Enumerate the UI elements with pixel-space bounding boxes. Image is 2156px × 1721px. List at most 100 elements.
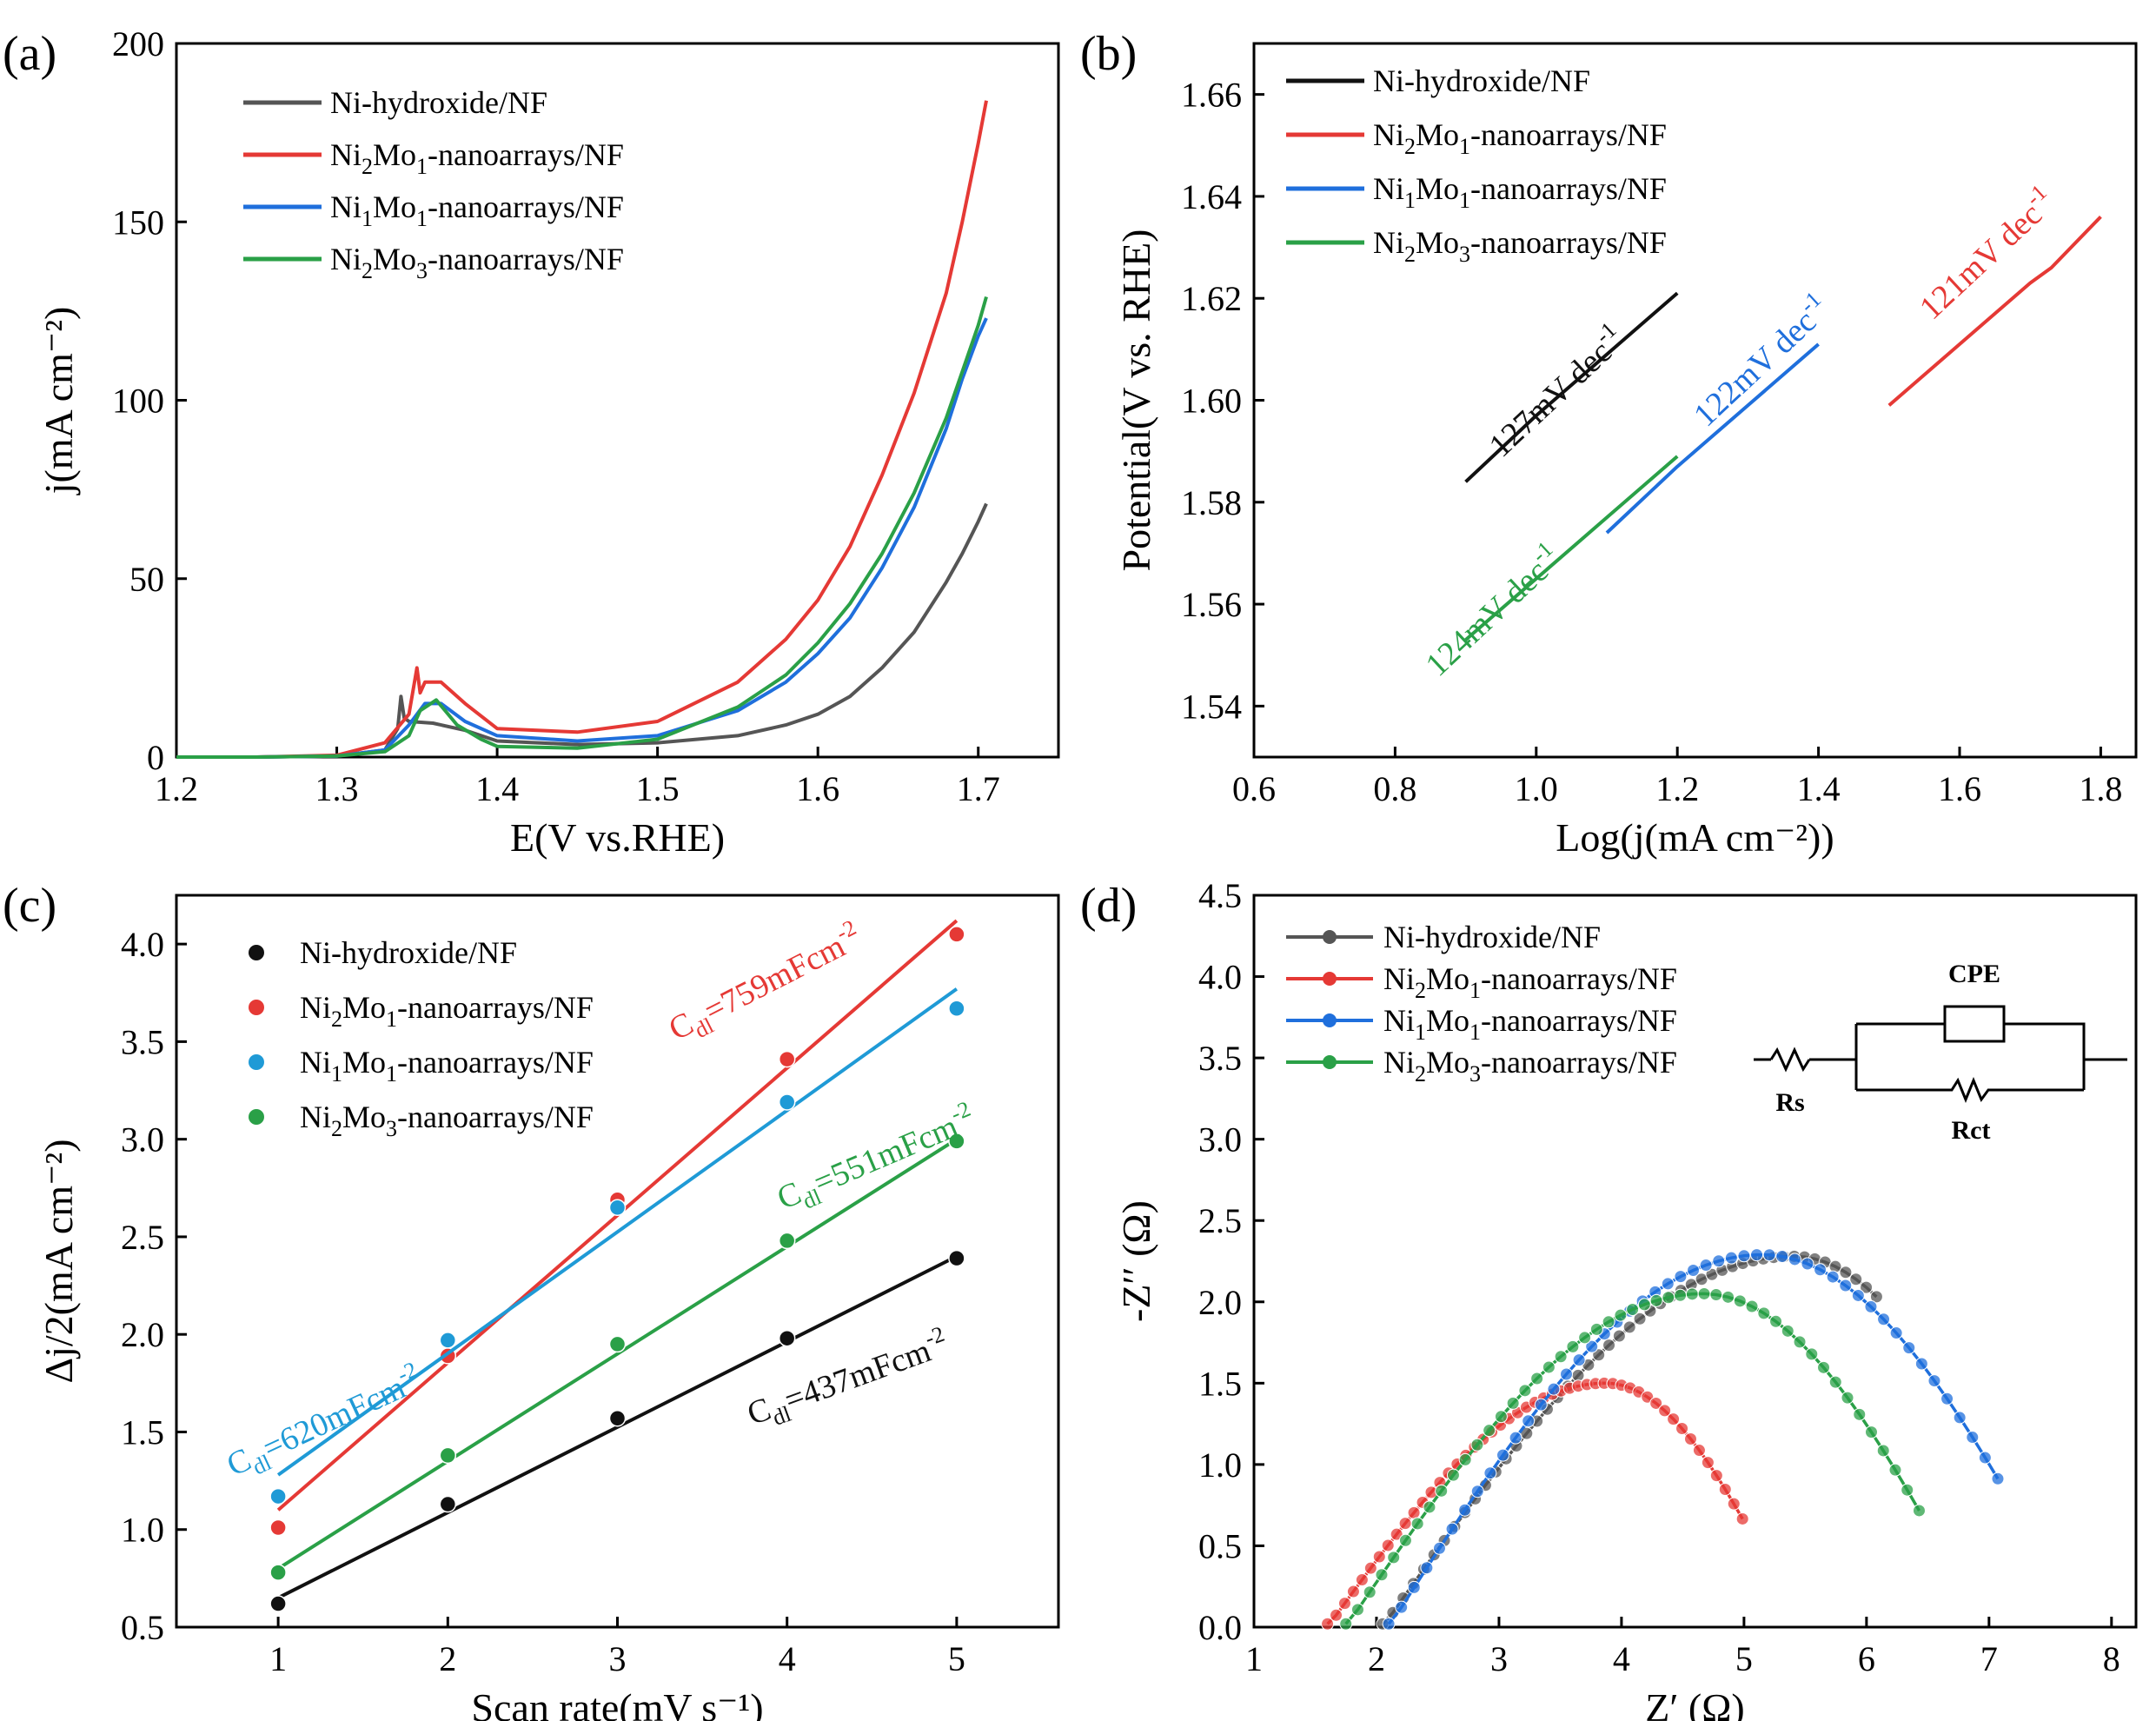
legend-entry-label: Ni2Mo1-nanoarrays/NF (1383, 961, 1677, 1003)
x-tick-label: 2 (439, 1639, 456, 1678)
data-point (1727, 1497, 1741, 1511)
data-point (1494, 1410, 1508, 1424)
data-point (948, 1000, 965, 1017)
plot-frame (1252, 894, 2138, 1629)
series-2 (1605, 342, 1820, 535)
y-axis-label: Potential(V vs. RHE) (1114, 229, 1158, 572)
data-point (608, 1409, 627, 1427)
data-point (1851, 1288, 1865, 1302)
series-line (1887, 216, 2102, 407)
panel-label: (c) (3, 879, 56, 933)
data-point (1805, 1347, 1819, 1361)
y-tick-label: 200 (112, 24, 164, 63)
x-tick-label: 3 (609, 1639, 627, 1678)
y-tick-label: 4.5 (1198, 876, 1242, 915)
y-tick-label: 150 (112, 203, 164, 242)
data-point (778, 1050, 796, 1068)
data-point (1735, 1512, 1749, 1525)
x-tick-label: 5 (948, 1639, 965, 1678)
series-3 (176, 296, 988, 759)
data-point (1649, 1293, 1663, 1307)
series-0 (1464, 291, 1679, 483)
legend-swatch-dot (1323, 1055, 1337, 1069)
data-point (1566, 1339, 1580, 1353)
data-point (1674, 1270, 1688, 1284)
data-point (1757, 1306, 1771, 1320)
y-tick-label: 4.0 (121, 925, 164, 964)
data-point (1381, 1538, 1395, 1552)
legend-swatch (249, 1054, 264, 1070)
x-axis-label: E(V vs.RHE) (510, 815, 725, 860)
legend: Ni-hydroxide/NF Ni2Mo1-nanoarrays/NFNi1Mo… (1286, 920, 1677, 1086)
x-tick-label: 1.3 (315, 769, 359, 808)
fit-line (277, 1254, 958, 1600)
legend-entry-label: Ni2Mo1-nanoarrays/NF (300, 990, 594, 1032)
x-tick-label: 1.6 (1938, 769, 1981, 808)
data-point (1346, 1585, 1360, 1598)
data-point (1701, 1456, 1715, 1470)
data-point (439, 1495, 457, 1513)
equivalent-circuit: CPE Rs Rct (1754, 960, 2127, 1145)
series-3 (1464, 455, 1679, 641)
data-point (1828, 1375, 1842, 1389)
data-point (1826, 1270, 1840, 1284)
data-point (1470, 1485, 1484, 1498)
data-point (1888, 1463, 1902, 1477)
data-point (1363, 1585, 1377, 1599)
fit-line (276, 987, 959, 1477)
rct-label: Rct (1952, 1116, 1991, 1145)
x-tick-label: 6 (1858, 1639, 1875, 1678)
data-point (1662, 1291, 1675, 1305)
data-point (1661, 1277, 1675, 1291)
data-point (1398, 1517, 1412, 1531)
data-point (1572, 1353, 1586, 1367)
data-point (1372, 1550, 1386, 1564)
data-point (1817, 1360, 1831, 1374)
data-point (1849, 1272, 1863, 1286)
series-line (176, 100, 988, 759)
data-point (1709, 1469, 1723, 1483)
slope-annotation: Cdl=437mFcm-2 (740, 1321, 955, 1439)
cpe-element (1943, 1005, 2006, 1043)
legend-swatch-dot (1323, 1013, 1337, 1027)
slope-annotation: Cdl=759mFcm-2 (660, 914, 870, 1053)
data-point (1978, 1451, 1992, 1465)
data-point (1860, 1280, 1874, 1294)
data-point (1901, 1483, 1914, 1497)
data-point (1674, 1288, 1688, 1302)
data-point (1585, 1339, 1599, 1353)
data-point (1781, 1324, 1794, 1338)
data-point (1407, 1505, 1421, 1519)
data-point (1506, 1396, 1520, 1410)
x-tick-label: 1.0 (1515, 769, 1558, 808)
data-point (1721, 1290, 1735, 1304)
data-point (1496, 1448, 1509, 1462)
data-point (1614, 1308, 1628, 1322)
x-tick-label: 1.7 (957, 769, 1000, 808)
legend-entry-label: Ni2Mo3-nanoarrays/NF (300, 1100, 594, 1141)
panel-b: (b) 0.6 0.8 1.0 1.2 1.4 1.6 1.8 1.54 1.56 1.58 1.60… (1080, 27, 2138, 860)
data-point (1718, 1482, 1732, 1496)
data-point (608, 1335, 627, 1353)
slope-annotation: 127mV dec-1 (1479, 317, 1633, 465)
series-2 (176, 317, 988, 759)
x-tick-label: 1 (1245, 1639, 1263, 1678)
panel-label: (b) (1080, 27, 1137, 81)
legend-swatch-dot (1323, 930, 1337, 944)
data-point (1390, 1527, 1403, 1541)
y-axis-label: j(mA cm⁻²) (36, 307, 81, 496)
data-point (1869, 1290, 1883, 1304)
data-point (1612, 1329, 1626, 1343)
data-point (1633, 1312, 1647, 1326)
legend-swatch (249, 1109, 264, 1125)
data-point (1839, 1266, 1853, 1279)
data-point (1853, 1407, 1867, 1421)
data-point (1991, 1472, 2005, 1485)
series-line (1464, 455, 1679, 641)
data-point (1687, 1264, 1701, 1278)
data-point (1592, 1348, 1606, 1362)
y-tick-label: 4.0 (1198, 958, 1242, 997)
y-tick-label: 2.0 (1198, 1283, 1242, 1322)
data-point (608, 1199, 627, 1217)
data-point (1940, 1392, 1954, 1405)
